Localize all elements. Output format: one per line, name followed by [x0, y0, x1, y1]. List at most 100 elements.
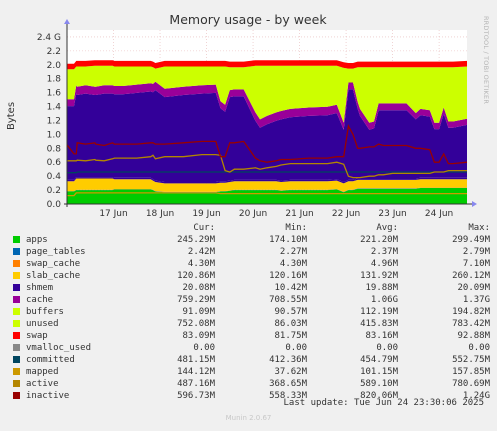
legend-max-value: 194.82M	[452, 307, 490, 317]
x-axis-arrow	[472, 201, 477, 207]
legend-min-value: 86.03M	[274, 319, 307, 329]
legend-cur-value: 245.29M	[177, 235, 215, 245]
y-tick-labels: 0.0 0.2 0.4 0.6 0.8 1.0 1.2 1.4 1.6 1.8 2.0 2.2 2.4 …	[37, 33, 61, 210]
area-slab-cache	[67, 178, 467, 192]
x-tick-label: 19 Jun	[192, 209, 220, 219]
legend-row: page_tables 2.42M 2.27M 2.37M 2.79M	[10, 246, 490, 258]
y-tick-label: 1.0	[47, 130, 62, 140]
legend-swatch	[13, 320, 20, 327]
y-tick-label: 0.8	[47, 144, 62, 154]
legend-swatch	[13, 380, 20, 387]
legend-avg-value: 0.00	[376, 343, 398, 353]
overlay-lines	[66, 124, 468, 197]
legend-min-value: 2.27M	[279, 247, 307, 257]
legend-cur-value: 0.00	[193, 343, 215, 353]
legend-row: vmalloc_used 0.00 0.00 0.00 0.00	[10, 342, 490, 354]
legend-swatch	[13, 344, 20, 351]
legend-cur-value: 120.86M	[177, 271, 215, 281]
legend-min-value: 558.33M	[269, 391, 307, 401]
chart-title: Memory usage - by week	[169, 12, 327, 27]
legend-row: swap_cache 4.30M 4.30M 4.96M 7.10M	[10, 258, 490, 270]
header-min: Min:	[285, 223, 307, 233]
y-tick-label: 0.6	[47, 158, 62, 168]
legend-series-name: unused	[26, 319, 59, 329]
area-swap-cache	[67, 187, 467, 192]
legend-avg-value: 221.20M	[360, 235, 398, 245]
legend-avg-value: 820.06M	[360, 391, 398, 401]
line-inactive	[66, 124, 468, 165]
legend-swatch	[13, 284, 20, 291]
legend-swatch	[13, 296, 20, 303]
y-tick-label: 2.2	[47, 47, 61, 57]
legend-cur-value: 91.09M	[182, 307, 215, 317]
legend-swatch	[13, 248, 20, 255]
line-committed	[67, 171, 467, 174]
legend-row: mapped 144.12M 37.62M 101.15M 157.85M	[10, 366, 490, 378]
legend-min-value: 10.42M	[274, 283, 307, 293]
legend-series-name: active	[26, 379, 59, 389]
area-shmem	[67, 177, 467, 184]
legend-min-value: 4.30M	[279, 259, 307, 269]
legend-swatch	[13, 368, 20, 375]
header-max: Max:	[468, 223, 490, 233]
header-avg: Avg:	[376, 223, 398, 233]
legend-avg-value: 415.83M	[360, 319, 398, 329]
legend-row: committed 481.15M 412.36M 454.79M 552.75M	[10, 354, 490, 366]
legend-swatch	[13, 236, 20, 243]
legend-max-value: 1.37G	[462, 295, 490, 305]
legend-min-value: 0.00	[285, 343, 307, 353]
legend-swatch	[13, 356, 20, 363]
legend-cur-value: 481.15M	[177, 355, 215, 365]
y-tick-label: 1.4	[47, 103, 62, 113]
legend-max-value: 20.09M	[457, 283, 490, 293]
x-tick-label: 21 Jun	[285, 209, 313, 219]
legend-series-name: committed	[26, 355, 75, 365]
legend-max-value: 7.10M	[462, 259, 490, 269]
legend-swatch	[13, 308, 20, 315]
legend-cur-value: 752.08M	[177, 319, 215, 329]
legend-series-name: apps	[26, 235, 48, 245]
legend-series-name: inactive	[26, 391, 70, 401]
legend-max-value: 0.00	[468, 343, 490, 353]
x-tick-labels: 17 Jun 18 Jun 19 Jun 20 Jun 21 Jun 22 Jun 23 J…	[99, 209, 453, 219]
legend-avg-value: 101.15M	[360, 367, 398, 377]
legend-row: unused 752.08M 86.03M 415.83M 783.42M	[10, 318, 490, 330]
y-tick-label: 1.8	[47, 75, 62, 85]
legend-swatch	[13, 260, 20, 267]
legend-max-value: 552.75M	[452, 355, 490, 365]
x-tick-label: 22 Jun	[332, 209, 360, 219]
legend-table: Cur: Min: Avg: Max: apps 245.29M 174.10M 22…	[10, 222, 490, 402]
legend-swatch	[13, 392, 20, 399]
legend-cur-value: 2.42M	[187, 247, 215, 257]
legend-row: cache 759.29M 708.55M 1.06G 1.37G	[10, 294, 490, 306]
legend-cur-value: 144.12M	[177, 367, 215, 377]
legend-min-value: 120.16M	[269, 271, 307, 281]
legend-row: active 487.16M 368.65M 589.10M 780.69M	[10, 378, 490, 390]
line-active	[67, 153, 467, 179]
legend-row: shmem 20.08M 10.42M 19.88M 20.09M	[10, 282, 490, 294]
legend-avg-value: 2.37M	[370, 247, 398, 257]
legend-series-name: page_tables	[26, 247, 86, 257]
legend-row: inactive 596.73M 558.33M 820.06M 1.24G	[10, 390, 490, 402]
legend-cur-value: 4.30M	[187, 259, 215, 269]
legend-series-name: cache	[26, 295, 54, 305]
y-axis-label: Bytes	[6, 102, 17, 130]
x-tick-label: 24 Jun	[425, 209, 453, 219]
legend-row: swap 83.09M 81.75M 83.16M 92.88M	[10, 330, 490, 342]
rrdtool-credit: RRDTOOL / TOBI OETIKER	[482, 16, 490, 104]
area-cache	[67, 89, 467, 182]
legend-avg-value: 19.88M	[365, 283, 398, 293]
legend-series-name: buffers	[26, 307, 64, 317]
stacked-areas	[67, 60, 467, 204]
legend-max-value: 783.42M	[452, 319, 490, 329]
legend-max-value: 92.88M	[457, 331, 490, 341]
legend-max-value: 1.24G	[462, 391, 490, 401]
x-tick-label: 17 Jun	[99, 209, 127, 219]
area-unused	[67, 65, 467, 123]
legend-rows: apps 245.29M 174.10M 221.20M 299.49M page_tab…	[10, 234, 490, 402]
area-apps	[67, 188, 467, 204]
y-tick-label: 2.0	[47, 61, 62, 71]
legend-series-name: swap_cache	[26, 259, 81, 269]
x-tick-label: 20 Jun	[239, 209, 267, 219]
